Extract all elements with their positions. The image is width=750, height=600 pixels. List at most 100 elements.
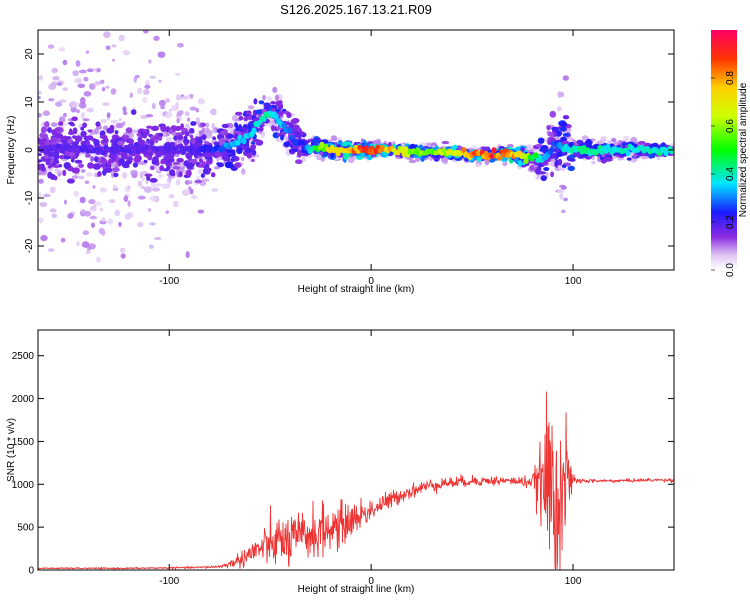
- spectrogram-cell: [85, 141, 89, 146]
- spectrogram-cell: [236, 147, 243, 155]
- spectrogram-speckle: [124, 213, 132, 220]
- spectrogram-speckle: [145, 79, 150, 87]
- spectrogram-ytick-label: 20: [24, 48, 35, 60]
- spectrogram-speckle: [157, 51, 166, 58]
- spectrogram-cell: [157, 136, 163, 141]
- spectrogram-cell: [441, 140, 450, 145]
- spectrogram-cell: [559, 126, 567, 132]
- spectrogram-speckle: [89, 83, 96, 90]
- spectrogram-speckle: [71, 175, 79, 180]
- spectrogram-cell: [210, 172, 216, 178]
- spectrogram-speckle: [600, 138, 607, 143]
- spectrogram-speckle: [83, 91, 92, 97]
- spectrogram-ytick-label: 10: [24, 96, 35, 108]
- spectrogram-cell: [272, 132, 280, 139]
- spectrogram-ridge-cell: [335, 151, 341, 157]
- spectrogram-speckle: [164, 111, 173, 119]
- spectrogram-ridge-cell: [287, 127, 293, 134]
- spectrogram-speckle: [556, 106, 562, 112]
- spectrogram-speckle: [80, 169, 86, 173]
- spectrogram-speckle: [38, 217, 44, 223]
- spectrogram-cell: [118, 158, 126, 165]
- spectrogram-speckle: [52, 76, 60, 81]
- spectrogram-cell: [184, 130, 190, 137]
- spectrogram-speckle: [166, 178, 171, 183]
- spectrogram-cell: [547, 132, 555, 137]
- spectrogram-cell: [194, 179, 203, 184]
- snr-ytick-label: 2000: [12, 394, 35, 405]
- spectrogram-speckle: [560, 92, 564, 98]
- spectrogram-speckle: [184, 111, 190, 117]
- spectrogram-cell: [251, 158, 255, 163]
- spectrogram-speckle: [108, 199, 116, 204]
- spectrogram-cell: [47, 165, 52, 169]
- spectrogram-cell: [71, 116, 78, 122]
- snr-ytick-label: 500: [17, 523, 34, 534]
- spectrogram-speckle: [153, 236, 162, 241]
- spectrogram-cell: [235, 111, 243, 116]
- spectrogram-speckle: [149, 222, 156, 226]
- spectrogram-ridge-cell: [625, 150, 631, 157]
- spectrogram-speckle: [330, 135, 337, 142]
- spectrogram-ridge-cell: [169, 145, 175, 151]
- spectrogram-cell: [275, 100, 283, 107]
- spectrogram-ridge-cell: [281, 122, 287, 129]
- spectrogram-cell: [195, 136, 199, 142]
- colorbar-ticks: 0.0 0.2 0.4 0.6 0.8: [711, 71, 736, 277]
- snr-ytick-label: 0: [28, 566, 34, 577]
- spectrogram-speckle: [151, 187, 160, 192]
- spectrogram-speckle: [48, 83, 57, 91]
- spectrogram-speckle: [165, 98, 170, 103]
- spectrogram-ytick-label: 0: [24, 147, 35, 153]
- spectrogram-speckle: [320, 156, 326, 162]
- spectrogram-speckle: [86, 107, 94, 113]
- spectrogram-speckle: [427, 142, 431, 147]
- spectrogram-speckle: [141, 176, 145, 182]
- snr-xtick-label: 0: [368, 576, 374, 587]
- spectrogram-cell: [38, 153, 42, 157]
- spectrogram-speckle: [58, 99, 67, 103]
- spectrogram-ridge-cell: [333, 146, 339, 153]
- spectrogram-speckle: [38, 74, 43, 81]
- spectrogram-speckle: [137, 180, 143, 187]
- spectrogram-speckle: [56, 82, 63, 86]
- spectrogram-cell: [177, 134, 184, 141]
- spectrogram-cell: [107, 160, 115, 164]
- spectrogram-cell: [578, 155, 583, 159]
- spectrogram-cell: [116, 140, 125, 146]
- spectrogram-cell: [250, 141, 256, 145]
- spectrogram-cell: [200, 173, 205, 178]
- spectrogram-speckle: [78, 102, 87, 109]
- spectrogram-speckle: [171, 105, 179, 111]
- spectrogram-speckle: [47, 44, 55, 49]
- spectrogram-cell: [562, 133, 570, 137]
- spectrogram-speckle: [525, 144, 534, 151]
- spectrogram-cell: [176, 157, 184, 163]
- spectrogram-speckle: [161, 183, 170, 190]
- spectrogram-cell: [271, 125, 275, 132]
- spectrogram-speckle: [48, 98, 55, 102]
- spectrogram-speckle: [168, 194, 175, 199]
- spectrogram-speckle: [188, 94, 194, 97]
- spectrogram-cell: [245, 110, 252, 115]
- spectrogram-cell: [38, 159, 43, 163]
- spectrogram-speckle: [197, 209, 205, 214]
- spectrogram-speckle: [559, 193, 564, 200]
- spectrogram-cell: [70, 123, 76, 127]
- spectrogram-speckle: [79, 196, 86, 204]
- spectrogram-cell: [567, 165, 575, 172]
- spectrogram-speckle: [102, 102, 110, 106]
- spectrogram-speckle: [62, 87, 68, 91]
- spectrogram-speckle: [96, 256, 101, 263]
- spectrogram-cell: [258, 100, 265, 105]
- spectrogram-cell: [63, 162, 71, 169]
- spectrogram-cell: [291, 117, 300, 124]
- spectrogram-cell: [113, 172, 119, 178]
- spectrogram-cell: [53, 175, 58, 181]
- spectrogram-speckle: [70, 100, 76, 108]
- spectrogram-cell: [183, 139, 190, 143]
- spectrogram-speckle: [591, 160, 596, 165]
- spectrogram-cell: [188, 127, 195, 134]
- spectrogram-cell: [241, 127, 248, 132]
